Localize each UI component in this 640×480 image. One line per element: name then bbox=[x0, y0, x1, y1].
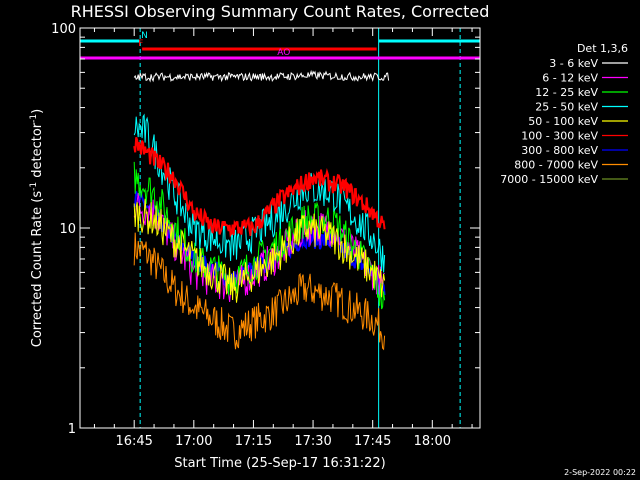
chart-title: RHESSI Observing Summary Count Rates, Co… bbox=[71, 2, 490, 21]
flag-label-n: N bbox=[141, 31, 148, 41]
x-axis-label: Start Time (25-Sep-17 16:31:22) bbox=[174, 456, 385, 471]
legend-label-6: 300 - 800 keV bbox=[521, 144, 598, 157]
x-tick-label-1: 17:00 bbox=[175, 434, 212, 449]
legend-label-8: 7000 - 15000 keV bbox=[500, 173, 598, 186]
y-axis: 1 10 100 bbox=[51, 22, 480, 437]
legend-label-5: 100 - 300 keV bbox=[521, 130, 598, 143]
flag-label-f: F bbox=[138, 39, 143, 49]
timestamp: 2-Sep-2022 00:22 bbox=[564, 468, 636, 477]
flag-bars: NF AO bbox=[80, 31, 480, 60]
x-tick-label-2: 17:15 bbox=[235, 434, 272, 449]
x-tick-label-3: 17:30 bbox=[294, 434, 331, 449]
x-axis: 16:45 17:00 17:15 17:30 17:45 18:00 bbox=[93, 28, 473, 449]
series-line-2 bbox=[133, 161, 386, 310]
series-line-7 bbox=[133, 232, 386, 351]
legend-label-3: 25 - 50 keV bbox=[535, 101, 598, 114]
y-tick-label-1: 10 bbox=[59, 222, 76, 237]
legend-label-2: 12 - 25 keV bbox=[535, 86, 598, 99]
y-axis-label: Corrected Count Rate (s-1 detector-1) bbox=[29, 109, 45, 347]
y-tick-label-0: 1 bbox=[68, 422, 76, 437]
x-tick-label-0: 16:45 bbox=[115, 434, 152, 449]
legend-label-1: 6 - 12 keV bbox=[542, 72, 598, 85]
x-tick-label-5: 18:00 bbox=[414, 434, 451, 449]
x-tick-label-4: 17:45 bbox=[354, 434, 391, 449]
series-line-0 bbox=[133, 69, 390, 83]
series-line-4 bbox=[133, 198, 386, 303]
legend-title: Det 1,3,6 bbox=[577, 42, 628, 55]
flag-label-ao: AO bbox=[277, 48, 290, 58]
plot-area bbox=[79, 28, 461, 428]
y-tick-label-2: 100 bbox=[51, 22, 76, 37]
legend-label-4: 50 - 100 keV bbox=[528, 115, 598, 128]
legend-label-7: 800 - 7000 keV bbox=[514, 159, 598, 172]
legend-label-0: 3 - 6 keV bbox=[549, 57, 598, 70]
series-line-5 bbox=[133, 136, 386, 238]
